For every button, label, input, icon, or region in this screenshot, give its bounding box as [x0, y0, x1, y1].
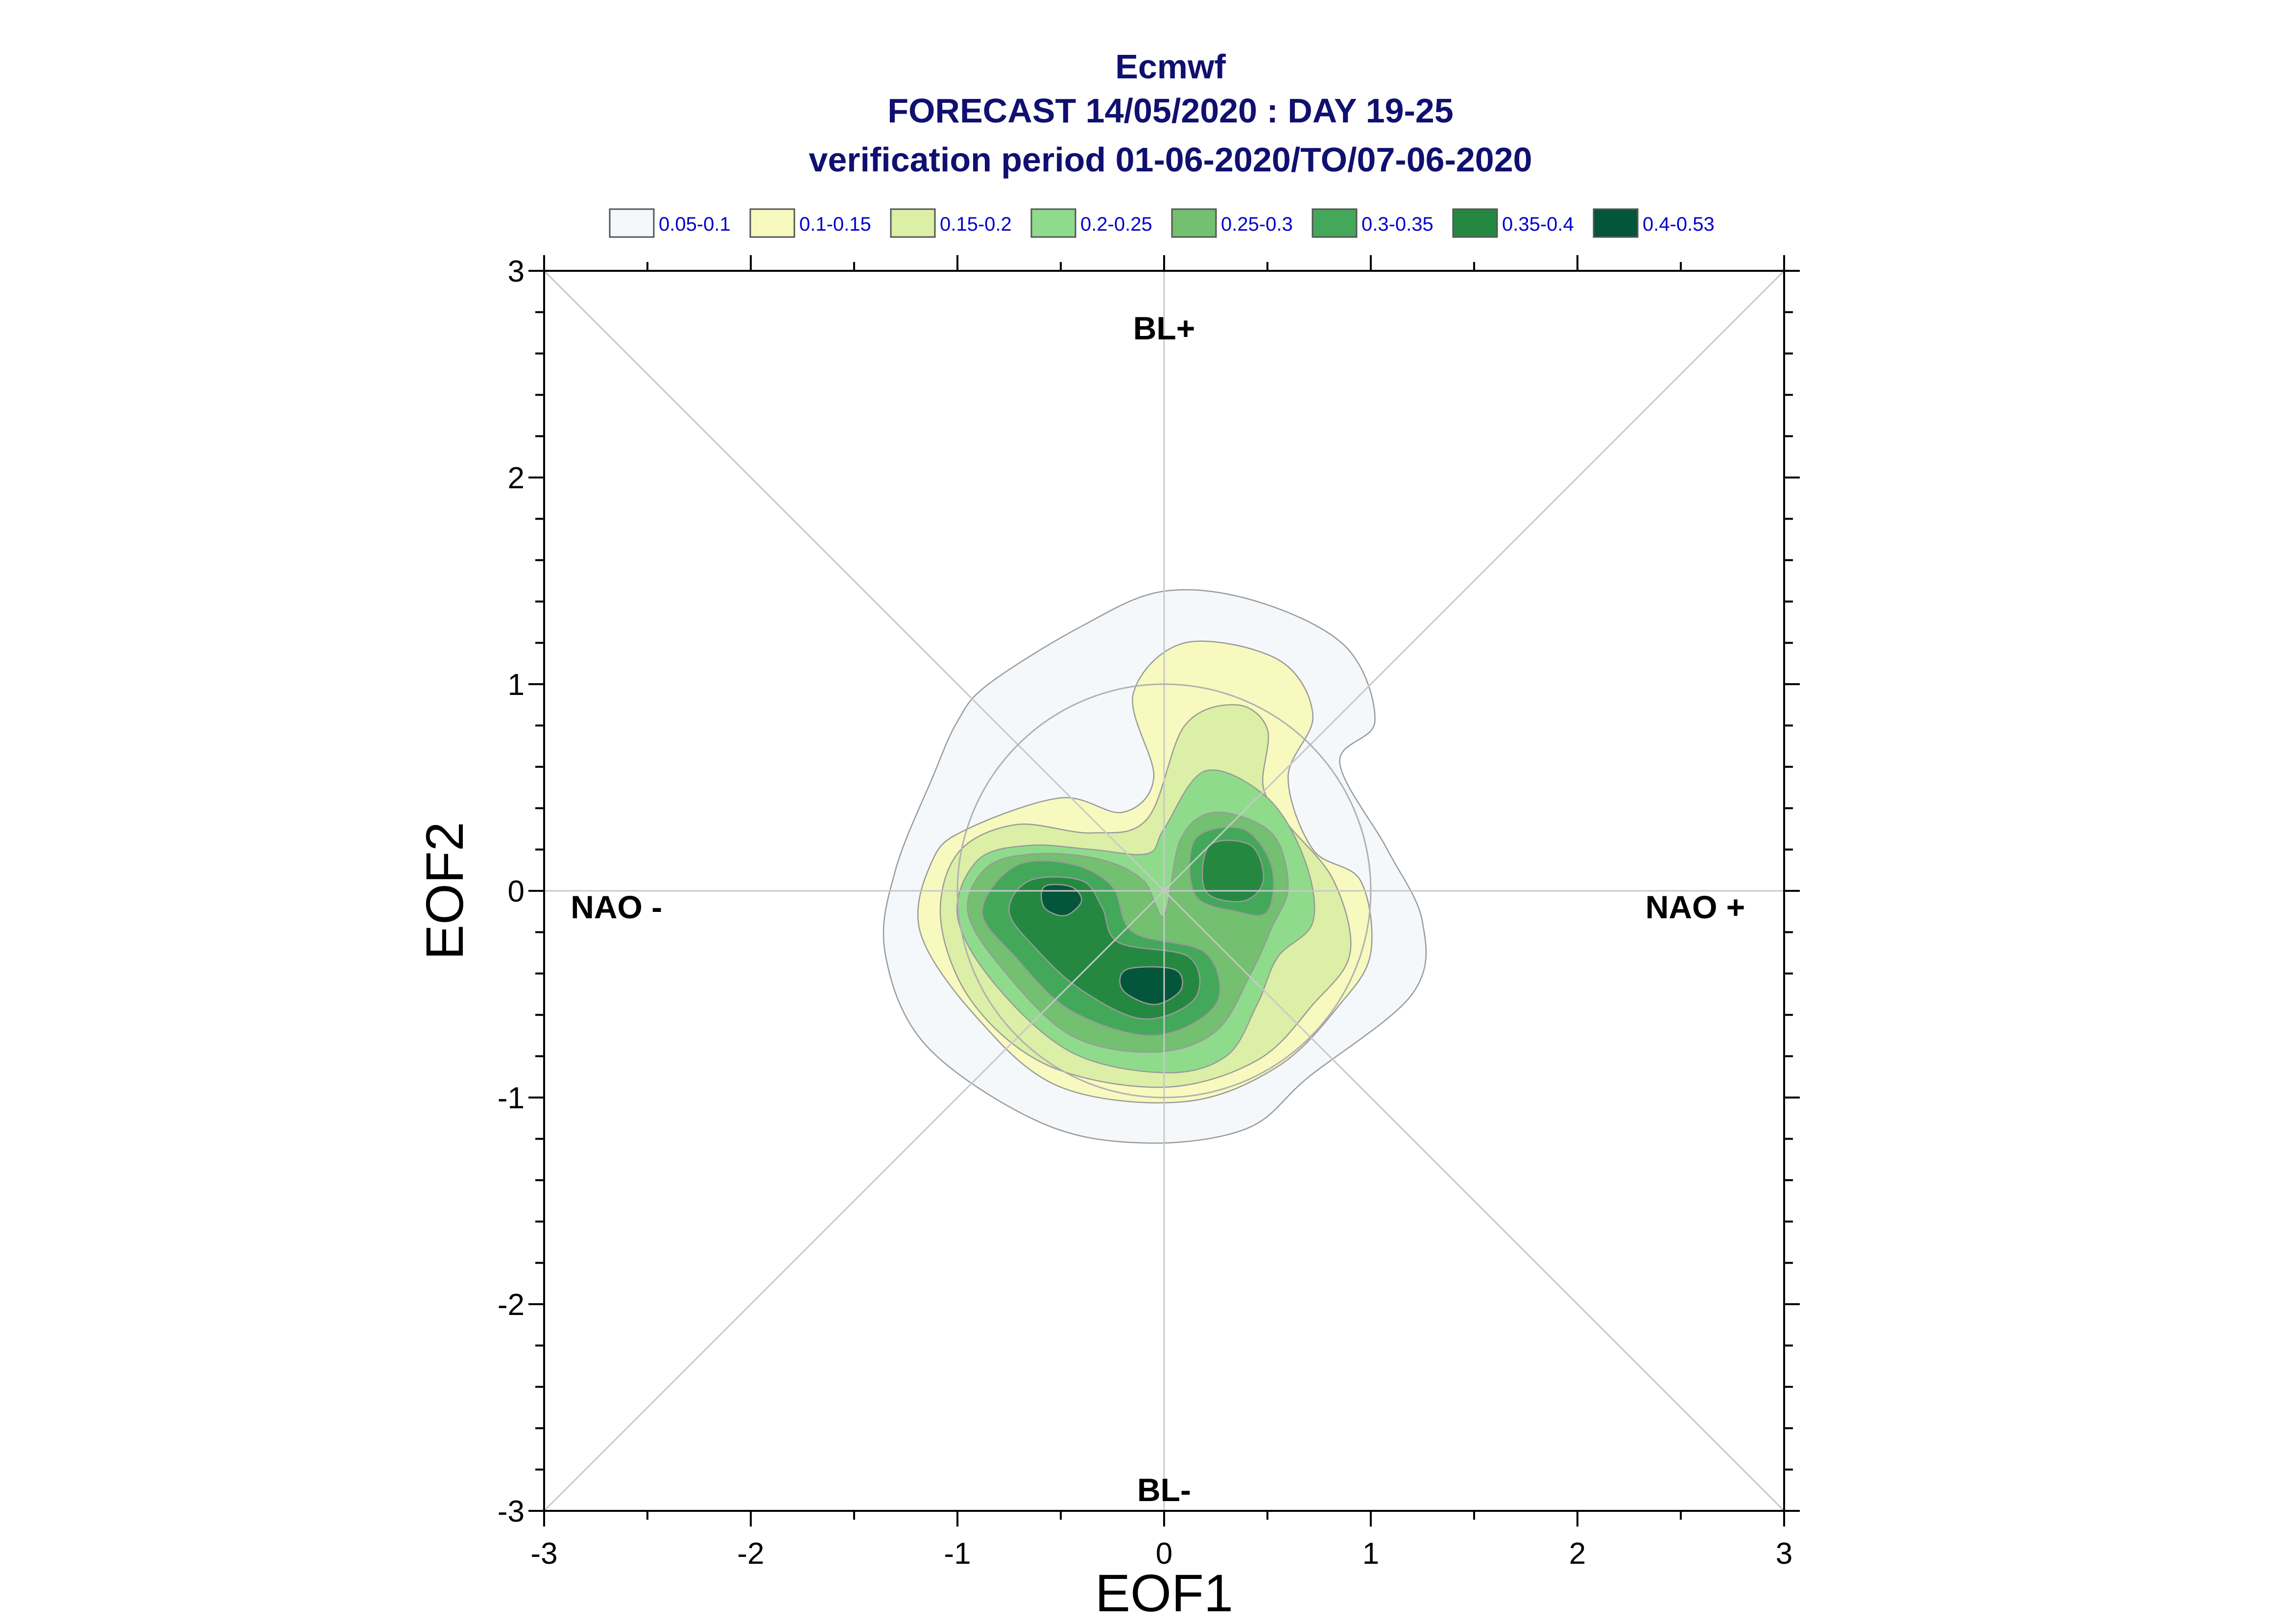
density-region-0.35-0.4-1 [1201, 839, 1265, 903]
chart-title-line-3: verification period 01-06-2020/TO/07-06-… [809, 141, 1532, 179]
legend-swatch-8 [1593, 208, 1639, 238]
legend-label-4: 0.2-0.25 [1080, 214, 1152, 235]
reference-circle [956, 683, 1372, 1099]
diagonal-line-2 [543, 270, 1785, 1512]
x-tick-label: -3 [530, 1537, 557, 1571]
x-tick-label: 1 [1362, 1537, 1379, 1571]
legend-label-8: 0.4-0.53 [1643, 214, 1715, 235]
legend-label-2: 0.1-0.15 [799, 214, 871, 235]
x-tick-label: -2 [737, 1537, 764, 1571]
x-tick-label: 2 [1569, 1537, 1586, 1571]
y-tick-label: -1 [498, 1081, 525, 1115]
y-tick-label: 3 [508, 255, 525, 288]
x-tick-label: 3 [1776, 1537, 1792, 1571]
legend-swatch-3 [890, 208, 936, 238]
legend-label-1: 0.05-0.1 [659, 214, 731, 235]
legend: 0.05-0.1 0.1-0.15 0.15-0.2 0.2-0.25 0.25-0.3… [609, 208, 1715, 238]
y-tick-label: -2 [498, 1288, 525, 1322]
legend-label-3: 0.15-0.2 [940, 214, 1012, 235]
legend-label-6: 0.3-0.35 [1361, 214, 1433, 235]
legend-swatch-7 [1452, 208, 1498, 238]
y-tick-label: 2 [508, 461, 525, 495]
y-axis-label: EOF2 [415, 822, 474, 960]
legend-label-7: 0.35-0.4 [1502, 214, 1574, 235]
legend-swatch-6 [1312, 208, 1358, 238]
regime-label-4: NAO + [1646, 889, 1745, 925]
legend-swatch-1 [609, 208, 655, 238]
x-tick-label: -1 [944, 1537, 971, 1571]
chart-title-line-2: FORECAST 14/05/2020 : DAY 19-25 [887, 92, 1454, 130]
y-tick-label: -3 [498, 1495, 525, 1528]
x-tick-label: 0 [1156, 1537, 1172, 1571]
regime-label-3: NAO - [571, 889, 662, 925]
y-tick-label: 1 [508, 668, 525, 702]
density-region-0.4-0.53-2 [1119, 966, 1183, 1005]
axis-ticks: -3 -2 -1 0 1 2 3 -3 -2 -1 0 1 2 3 [498, 255, 1800, 1571]
density-contours [883, 589, 1427, 1144]
density-region-0.4-0.53-1 [1040, 884, 1082, 917]
regime-label-1: BL+ [1133, 310, 1195, 346]
regime-label-2: BL- [1137, 1472, 1191, 1508]
reference-lines [543, 270, 1785, 1512]
legend-label-5: 0.25-0.3 [1221, 214, 1293, 235]
legend-swatch-2 [749, 208, 795, 238]
y-tick-label: 0 [508, 875, 525, 908]
legend-swatch-5 [1171, 208, 1217, 238]
chart-title-line-1: Ecmwf [1115, 48, 1226, 86]
x-axis-label: EOF1 [1095, 1563, 1233, 1622]
legend-swatch-4 [1030, 208, 1076, 238]
